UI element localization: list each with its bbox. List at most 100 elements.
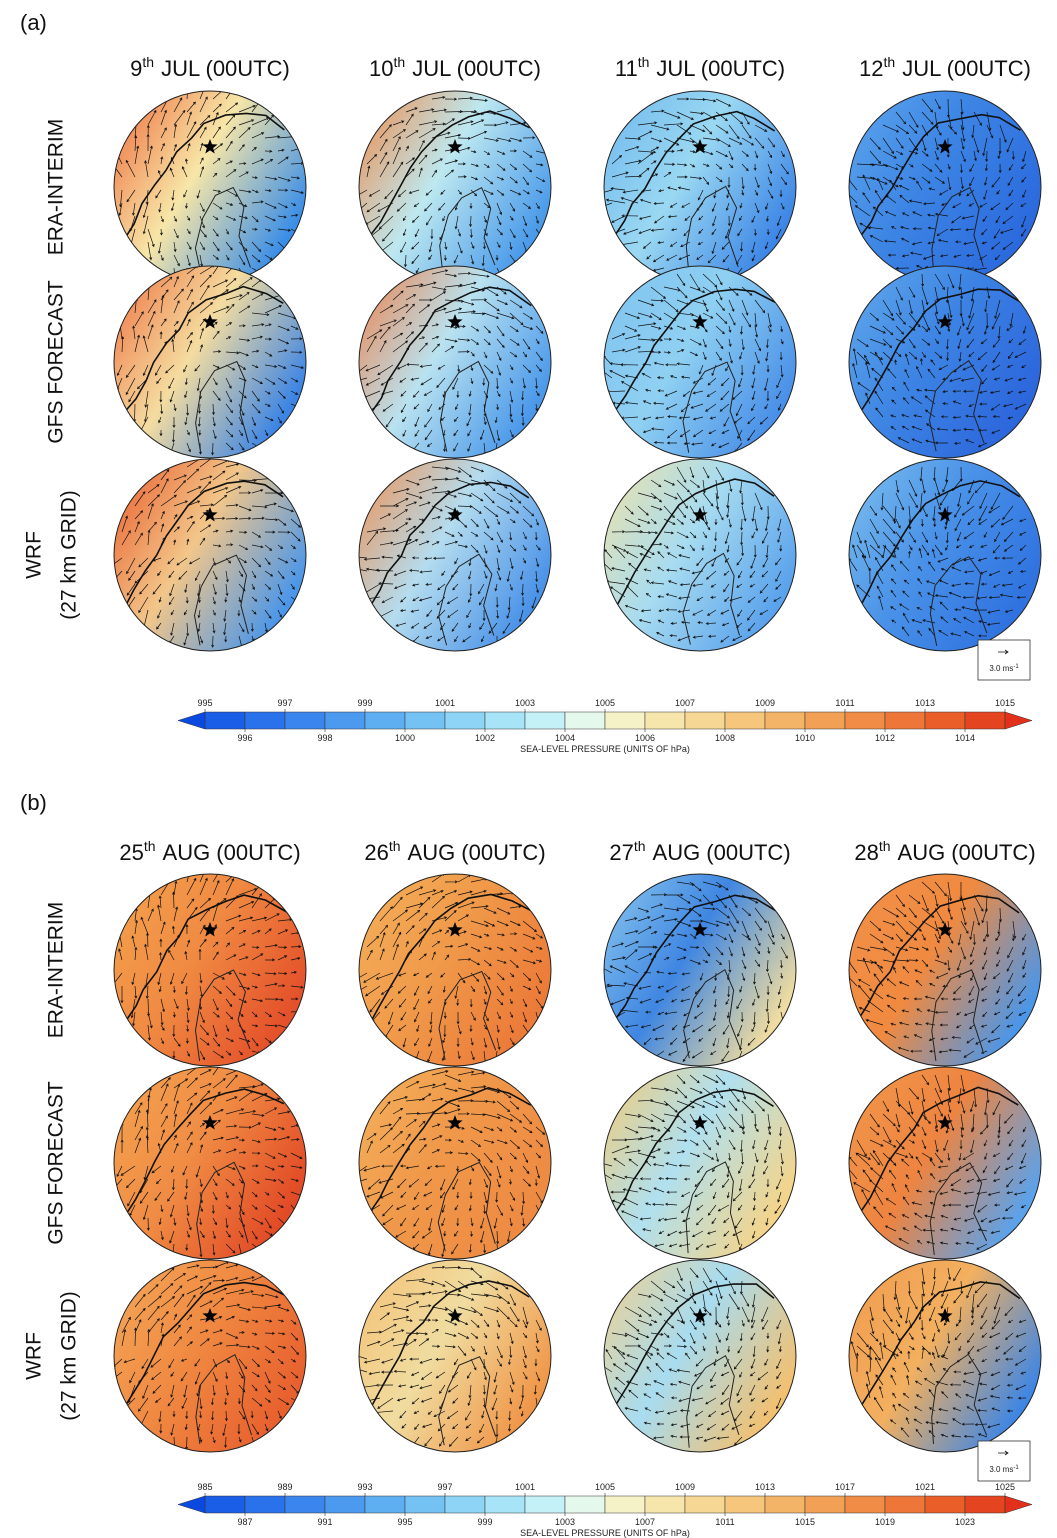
- coastline: [685, 185, 739, 276]
- map-panel: [359, 91, 551, 283]
- colorbar-tick-label: 1001: [435, 698, 455, 708]
- row-label: WRF: [23, 531, 46, 579]
- header-day: 26: [364, 840, 388, 865]
- map-panel: [114, 266, 306, 458]
- site-star: [447, 314, 463, 329]
- colorbar-bin: [444, 711, 486, 730]
- map-panel: [604, 91, 796, 283]
- wind-vectors: [114, 459, 302, 649]
- column-header: 11th JUL (00UTC): [615, 54, 785, 81]
- colorbar-tick-label: 1008: [715, 733, 735, 743]
- coastline: [612, 1283, 775, 1410]
- colorbar-bin: [844, 711, 886, 730]
- colorbar-bin: [924, 1495, 966, 1514]
- vector-key-label: 3.0 ms-1: [989, 664, 1019, 673]
- coastline: [931, 1353, 988, 1445]
- coastline: [928, 359, 985, 452]
- map-fill: [359, 91, 551, 283]
- colorbar-title: SEA-LEVEL PRESSURE (UNITS OF hPa): [520, 1528, 690, 1538]
- colorbar-tick-label: 1005: [595, 1482, 615, 1492]
- colorbar-bin: [604, 1495, 646, 1514]
- coastline: [682, 361, 742, 453]
- map-border: [358, 1259, 552, 1453]
- header-date: AUG (00UTC): [653, 840, 791, 865]
- colorbar-tick-label: 1025: [995, 1482, 1015, 1492]
- header-date: JUL (00UTC): [161, 56, 290, 81]
- map-panel: [114, 1260, 306, 1452]
- header-date: AUG (00UTC): [408, 840, 546, 865]
- coastline: [119, 285, 284, 418]
- coastline: [854, 894, 1020, 1026]
- map-panel: [849, 459, 1041, 651]
- header-day: 10: [369, 56, 393, 81]
- site-star: [937, 1308, 953, 1323]
- map-border: [603, 1066, 797, 1260]
- map-border: [603, 265, 797, 459]
- map-panel: [604, 1260, 796, 1452]
- colorbar-tick-label: 1019: [875, 1517, 895, 1527]
- coastline: [196, 1161, 249, 1254]
- colorbar-bin: [764, 1495, 806, 1514]
- coastline: [686, 1354, 740, 1448]
- header-suffix: th: [638, 54, 650, 70]
- map-border: [113, 1259, 307, 1453]
- coastline: [612, 478, 775, 613]
- map-fill: [849, 1260, 1041, 1452]
- vector-key-arrow: [998, 1450, 1009, 1456]
- row-label: WRF: [23, 1332, 46, 1380]
- coastline: [366, 286, 532, 419]
- map-fill: [359, 1067, 551, 1259]
- map-border: [113, 458, 307, 652]
- map-border: [848, 1066, 1042, 1260]
- colorbar-bin: [604, 711, 646, 730]
- colorbar-bin: [884, 1495, 926, 1514]
- row-label: (27 km GRID): [58, 490, 81, 620]
- colorbar-tick-label: 1010: [795, 733, 815, 743]
- colorbar-bin: [324, 711, 366, 730]
- map-fill: [604, 874, 796, 1066]
- map-panel: [604, 874, 796, 1066]
- wind-vectors: [604, 1267, 782, 1446]
- vector-key-box: [977, 639, 1031, 681]
- colorbar-tick-label: 1013: [915, 698, 935, 708]
- colorbar-tick-label: 1011: [835, 698, 854, 708]
- map-fill: [114, 91, 306, 283]
- site-star: [937, 314, 953, 329]
- coastline: [931, 969, 984, 1061]
- header-suffix: th: [144, 838, 156, 854]
- map-fill: [114, 459, 306, 651]
- map-fill: [604, 459, 796, 651]
- colorbar-tick-label: 1012: [875, 733, 895, 743]
- colorbar-tick-label: 993: [357, 1482, 372, 1492]
- map-border: [113, 265, 307, 459]
- header-suffix: th: [142, 54, 154, 70]
- colorbar-bin: [524, 711, 566, 730]
- map-fill: [359, 1260, 551, 1452]
- site-star: [692, 1115, 708, 1130]
- header-date: JUL (00UTC): [412, 56, 541, 81]
- colorbar-bin: [644, 1495, 686, 1514]
- header-date: AUG (00UTC): [898, 840, 1036, 865]
- wind-vectors: [604, 97, 789, 279]
- panel-label: (b): [20, 790, 47, 815]
- site-star: [692, 139, 708, 154]
- colorbar-bin: [204, 711, 246, 730]
- colorbar-tick-label: 989: [277, 1482, 292, 1492]
- wind-vectors: [359, 269, 544, 456]
- map-border: [358, 458, 552, 652]
- map-fill: [114, 266, 306, 458]
- coastline: [929, 556, 988, 646]
- colorbar-bin: [644, 711, 686, 730]
- coastline: [193, 554, 249, 646]
- map-panel: [114, 91, 306, 283]
- coastline: [439, 360, 496, 452]
- colorbar-tick-label: 996: [237, 733, 252, 743]
- wind-vectors: [604, 466, 783, 643]
- colorbar-tick-label: 1003: [555, 1517, 575, 1527]
- colorbar-bin: [284, 1495, 326, 1514]
- colorbar-bin: [564, 711, 606, 730]
- map-fill: [849, 459, 1041, 651]
- colorbar-bin: [804, 1495, 846, 1514]
- site-star: [447, 1115, 463, 1130]
